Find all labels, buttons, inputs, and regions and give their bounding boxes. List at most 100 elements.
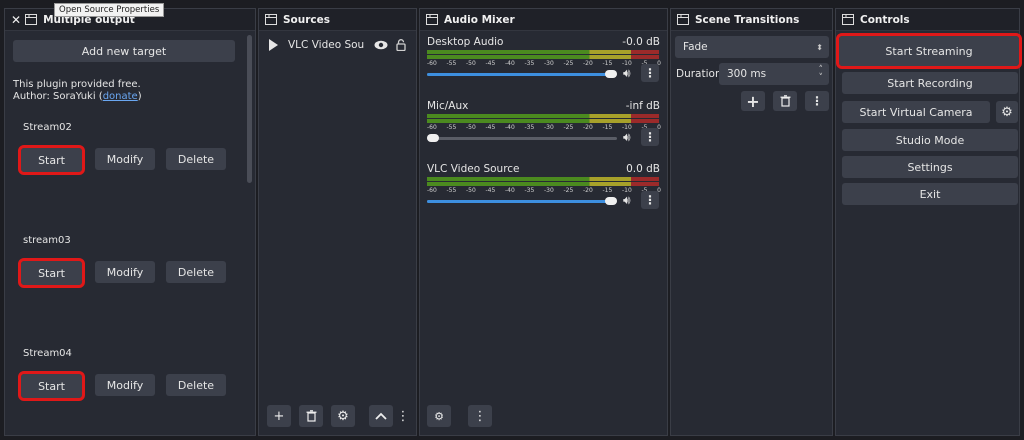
meter-tick-label: -45 [485,187,496,194]
sources-title: Sources [283,13,331,26]
meter-tick-label: -30 [544,187,554,194]
delete-target-button[interactable]: Delete [166,148,226,170]
source-item[interactable]: VLC Video Sou [269,39,406,51]
meter-tick-label: -50 [466,187,476,194]
exit-button[interactable]: Exit [842,183,1018,205]
level-meter [427,50,659,54]
volume-knob[interactable] [427,134,439,142]
volume-knob[interactable] [605,197,617,205]
meter-tick-label: -20 [583,187,593,194]
move-up-button[interactable] [369,405,393,427]
meter-tick-label: -60 [427,60,437,67]
meter-tick-label: -5 [642,187,648,194]
chevron-up-icon [375,412,387,420]
start-recording-button[interactable]: Start Recording [842,72,1018,94]
trash-icon [780,95,790,107]
scrollbar[interactable] [247,35,252,183]
source-name: VLC Video Sou [288,39,365,51]
meter-tick-label: -25 [563,124,574,131]
kebab-icon: ⋮ [644,193,656,207]
level-meter [427,114,659,118]
duration-label: Duration [676,68,722,80]
volume-slider[interactable] [427,197,617,205]
target-name: Stream04 [23,348,72,359]
modify-target-button[interactable]: Modify [95,261,155,283]
meter-tick-label: -35 [524,60,535,67]
gear-icon: ⚙ [1001,104,1013,120]
settings-button[interactable]: Settings [842,156,1018,178]
studio-mode-button[interactable]: Studio Mode [842,129,1018,151]
mixer-menu-button[interactable]: ⋮ [468,405,492,427]
volume-slider[interactable] [427,134,617,142]
meter-ticks: -60-55-50-45-40-35-30-25-20-15-10-50 [427,187,661,194]
delete-target-button[interactable]: Delete [166,261,226,283]
add-transition-button[interactable]: + [741,91,765,111]
updown-arrows-icon: ⬍ [816,42,823,52]
speaker-icon[interactable]: 🔊︎ [623,130,631,144]
channel-menu-button[interactable]: ⋮ [641,191,659,209]
dock-icon [842,14,854,25]
meter-tick-label: -15 [602,60,613,67]
modify-target-button[interactable]: Modify [95,148,155,170]
speaker-icon[interactable]: 🔊︎ [623,193,631,207]
start-virtual-camera-button[interactable]: Start Virtual Camera [842,101,990,123]
meter-tick-label: -55 [446,60,457,67]
meter-tick-label: 0 [657,124,661,131]
add-new-target-button[interactable]: Add new target [13,40,235,62]
start-streaming-button[interactable]: Start Streaming [836,33,1022,69]
start-target-button[interactable]: Start [18,371,85,401]
add-source-button[interactable]: + [267,405,291,427]
plugin-info-line1: This plugin provided free. [13,79,141,90]
meter-tick-label: 0 [657,60,661,67]
meter-tick-label: -60 [427,124,437,131]
speaker-icon[interactable]: 🔊︎ [623,66,631,80]
meter-tick-label: -20 [583,124,593,131]
eye-icon[interactable] [374,40,388,50]
play-icon [269,39,278,51]
source-properties-button[interactable]: ⚙ [331,405,355,427]
meter-tick-label: -30 [544,124,554,131]
volume-fill [427,73,611,76]
scene-transitions-title: Scene Transitions [695,13,800,26]
channel-menu-button[interactable]: ⋮ [641,64,659,82]
transition-menu-button[interactable]: ⋮ [805,91,829,111]
meter-tick-label: -5 [642,124,648,131]
author-suffix: ) [137,91,142,102]
start-target-button[interactable]: Start [18,258,85,288]
donate-link[interactable]: donate [102,91,138,102]
controls-header: Controls [836,9,1019,31]
kebab-icon: ⋮ [396,408,410,424]
volume-slider[interactable] [427,70,617,78]
start-target-button[interactable]: Start [18,145,85,175]
meter-tick-label: -25 [563,187,574,194]
meter-ticks: -60-55-50-45-40-35-30-25-20-15-10-50 [427,124,661,131]
lock-icon[interactable] [396,39,406,51]
target-name: Stream02 [23,122,72,133]
remove-transition-button[interactable] [773,91,797,111]
volume-fill [427,200,611,203]
meter-tick-label: -40 [505,124,515,131]
virtual-camera-settings-button[interactable]: ⚙ [996,101,1018,123]
close-icon[interactable]: ✕ [11,12,22,27]
stepper-arrows-icon[interactable]: ˄ ˅ [818,65,824,83]
plus-icon: + [273,408,285,424]
modify-target-button[interactable]: Modify [95,374,155,396]
author-text: Author: SoraYuki ( [13,91,103,102]
meter-tick-label: -10 [622,187,632,194]
remove-source-button[interactable] [299,405,323,427]
dock-icon [265,14,277,25]
duration-value: 300 ms [727,68,767,80]
volume-knob[interactable] [605,70,617,78]
channel-menu-button[interactable]: ⋮ [641,128,659,146]
more-menu-button[interactable]: ⋮ [396,405,410,427]
advanced-audio-button[interactable]: ⚙ [427,405,451,427]
channel-db: -inf dB [625,100,660,112]
meter-tick-label: -60 [427,187,437,194]
transition-select[interactable]: Fade ⬍ [675,36,829,58]
meter-tick-label: -40 [505,187,515,194]
duration-spinbox[interactable]: 300 ms ˄ ˅ [719,63,829,85]
target-name: stream03 [23,235,71,246]
dock-icon [677,14,689,25]
meter-tick-label: -10 [622,60,632,67]
delete-target-button[interactable]: Delete [166,374,226,396]
